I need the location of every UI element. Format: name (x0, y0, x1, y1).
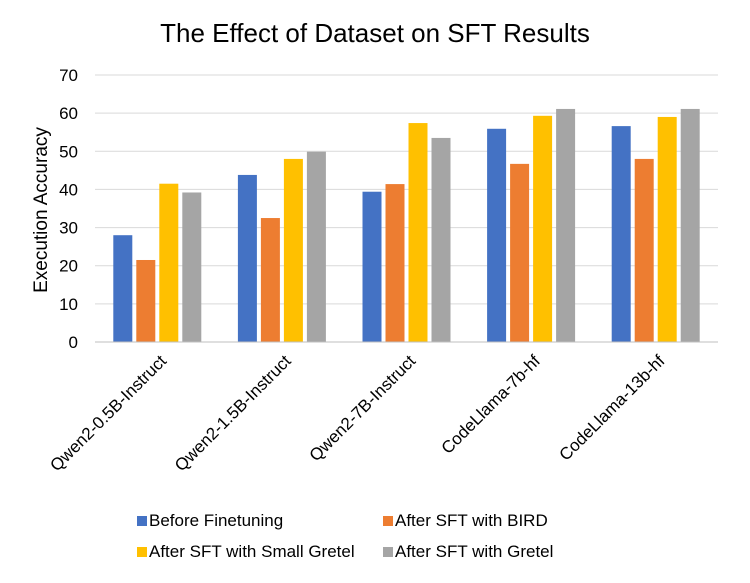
bar-1-0 (237, 174, 257, 342)
chart-title: The Effect of Dataset on SFT Results (160, 18, 590, 48)
bar-3-2 (533, 115, 553, 342)
bars (113, 108, 700, 343)
y-tick-label: 0 (69, 333, 78, 352)
bar-2-2 (408, 123, 428, 342)
legend-label: After SFT with BIRD (395, 511, 548, 530)
x-category-label: Qwen2-1.5B-Instruct (171, 351, 295, 475)
bar-0-0 (113, 235, 133, 342)
bar-3-1 (510, 163, 530, 342)
bar-1-1 (260, 218, 280, 342)
x-axis-categories: Qwen2-0.5B-Instruct Qwen2-1.5B-Instruct Qw… (46, 351, 668, 475)
y-tick-label: 50 (59, 142, 78, 161)
legend-label: After SFT with Gretel (395, 542, 553, 561)
y-tick-label: 30 (59, 219, 78, 238)
legend-swatch-2 (137, 547, 147, 557)
bar-3-0 (487, 128, 507, 342)
bar-4-0 (611, 126, 631, 343)
x-category-label: CodeLlama-13b-hf (556, 351, 669, 464)
y-tick-label: 60 (59, 104, 78, 123)
bar-3-3 (556, 108, 576, 342)
bar-4-2 (657, 116, 677, 342)
x-category-label: CodeLlama-7b-hf (438, 351, 545, 458)
legend-swatch-0 (137, 516, 147, 526)
legend-swatch-1 (383, 516, 393, 526)
bar-1-2 (283, 158, 303, 342)
y-tick-label: 10 (59, 295, 78, 314)
bar-4-3 (680, 108, 700, 342)
x-category-label: Qwen2-7B-Instruct (306, 351, 420, 465)
y-tick-label: 40 (59, 180, 78, 199)
legend: Before Finetuning After SFT with BIRD Afte… (137, 511, 553, 561)
bar-2-0 (362, 191, 382, 342)
bar-4-1 (634, 158, 654, 342)
y-tick-label: 20 (59, 257, 78, 276)
bar-2-1 (385, 184, 405, 342)
bar-2-3 (431, 137, 451, 342)
x-category-label: Qwen2-0.5B-Instruct (46, 351, 170, 475)
legend-swatch-3 (383, 547, 393, 557)
bar-0-2 (159, 183, 179, 342)
y-axis-label: Execution Accuracy (31, 127, 52, 293)
legend-label: After SFT with Small Gretel (149, 542, 355, 561)
bar-0-1 (136, 259, 156, 342)
legend-label: Before Finetuning (149, 511, 283, 530)
y-axis-ticks: 0 10 20 30 40 50 60 70 (59, 66, 78, 352)
bar-1-3 (306, 151, 326, 342)
y-tick-label: 70 (59, 66, 78, 85)
bar-0-3 (182, 192, 202, 342)
